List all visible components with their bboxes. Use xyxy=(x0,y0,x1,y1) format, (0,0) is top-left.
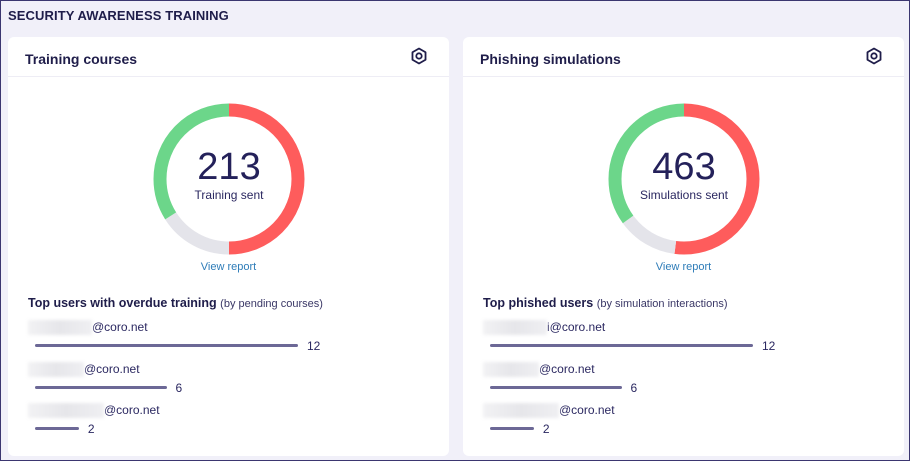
value-label: 2 xyxy=(87,422,95,436)
list-item: @coro.net 2 xyxy=(28,403,160,439)
bar-row: 6 xyxy=(28,381,182,395)
list-subtitle: (by simulation interactions) xyxy=(596,298,728,310)
list-item: @coro.net 6 xyxy=(28,362,182,398)
card-header: Training courses xyxy=(8,37,449,77)
donut-segment-green xyxy=(153,103,305,255)
total-label: Training sent xyxy=(194,188,264,202)
list-title: Top phished users (by simulation interac… xyxy=(483,296,728,310)
list-title-text: Top phished users xyxy=(483,296,594,310)
redacted-username xyxy=(483,362,539,378)
value-bar xyxy=(490,386,622,389)
list-item: @coro.net 12 xyxy=(28,320,320,356)
donut-chart xyxy=(153,103,305,255)
value-bar xyxy=(490,344,753,347)
email-domain: @coro.net xyxy=(84,362,140,376)
bar-row: 12 xyxy=(483,339,775,353)
bar-row: 6 xyxy=(483,381,637,395)
redacted-username xyxy=(483,320,547,336)
email-domain: i@coro.net xyxy=(547,320,606,334)
redacted-username xyxy=(28,403,104,419)
email-domain: @coro.net xyxy=(559,403,615,417)
value-bar xyxy=(490,427,534,430)
total-count: 463 xyxy=(652,146,716,188)
value-label: 6 xyxy=(175,381,183,395)
donut-center: 463 Simulations sent xyxy=(608,147,760,202)
card-header: Phishing simulations xyxy=(463,37,904,77)
training-courses-card: Training courses 213 Training sent View … xyxy=(8,37,449,456)
value-label: 12 xyxy=(762,339,776,353)
view-report-label[interactable]: View report xyxy=(655,261,712,273)
user-email: @coro.net xyxy=(28,403,160,419)
redacted-username xyxy=(28,320,92,336)
email-domain: @coro.net xyxy=(104,403,160,417)
card-title: Training courses xyxy=(25,51,138,67)
list-title: Top users with overdue training (by pend… xyxy=(28,296,323,310)
redacted-username xyxy=(483,403,559,419)
list-item: @coro.net 6 xyxy=(483,362,637,398)
bar-row: 2 xyxy=(483,422,615,436)
donut-chart xyxy=(608,103,760,255)
value-bar xyxy=(35,344,298,347)
value-label: 12 xyxy=(307,339,321,353)
email-domain: @coro.net xyxy=(539,362,595,376)
user-email: @coro.net xyxy=(483,403,615,419)
user-email: i@coro.net xyxy=(483,320,605,336)
view-report-link[interactable]: View report xyxy=(463,261,904,273)
list-subtitle: (by pending courses) xyxy=(220,298,323,310)
total-count: 213 xyxy=(197,146,261,188)
view-report-label[interactable]: View report xyxy=(200,261,257,273)
value-bar xyxy=(35,386,167,389)
list-item: i@coro.net 12 xyxy=(483,320,775,356)
user-email: @coro.net xyxy=(28,320,148,336)
user-email: @coro.net xyxy=(28,362,140,378)
gear-icon[interactable] xyxy=(410,47,428,65)
redacted-username xyxy=(28,362,84,378)
value-bar xyxy=(35,427,79,430)
view-report-link[interactable]: View report xyxy=(8,261,449,273)
email-domain: @coro.net xyxy=(92,320,148,334)
total-label: Simulations sent xyxy=(639,188,729,202)
list-title-text: Top users with overdue training xyxy=(28,296,217,310)
value-label: 2 xyxy=(542,422,550,436)
value-label: 6 xyxy=(630,381,638,395)
bar-row: 12 xyxy=(28,339,320,353)
phishing-simulations-card: Phishing simulations 463 Simulations sen… xyxy=(463,37,904,456)
gear-icon[interactable] xyxy=(865,47,883,65)
list-item: @coro.net 2 xyxy=(483,403,615,439)
user-email: @coro.net xyxy=(483,362,595,378)
bar-row: 2 xyxy=(28,422,160,436)
page-title: SECURITY AWARENESS TRAINING xyxy=(8,8,229,23)
card-title: Phishing simulations xyxy=(480,51,621,67)
donut-segment-green xyxy=(608,103,760,255)
donut-center: 213 Training sent xyxy=(153,147,305,202)
